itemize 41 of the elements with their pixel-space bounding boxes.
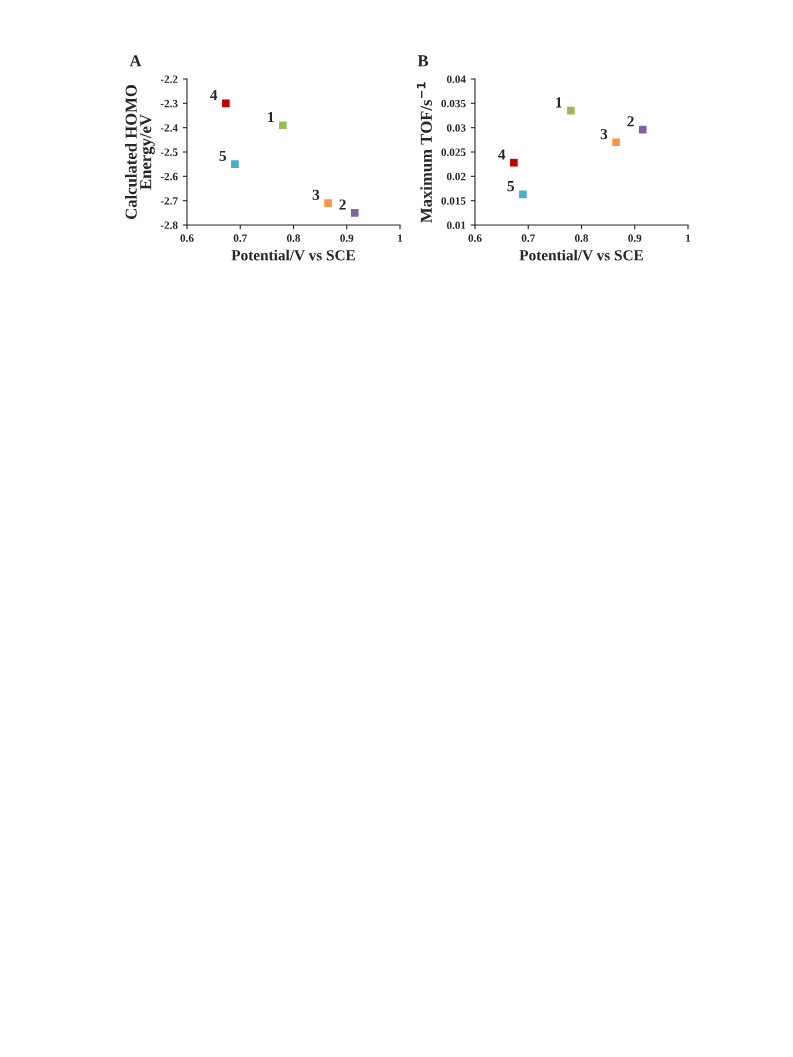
x-tick-label: 0.6 [180, 234, 194, 242]
annotation: 1 [556, 97, 562, 108]
annotation: 4 [210, 90, 218, 101]
x-tick-label: 0.9 [340, 234, 354, 242]
y-tick-label: 0.02 [446, 172, 466, 181]
y-axis-title: Maximum TOF/s$^{−1}$ [416, 82, 432, 223]
x-axis-title: Potential/V vs SCE [231, 249, 355, 261]
x-axis-title: Potential/V vs SCE [519, 249, 643, 261]
chart-title: A [129, 55, 142, 67]
x-tick-label: 0.8 [574, 234, 589, 242]
chart-title: B [417, 55, 429, 67]
annotation: 3 [600, 128, 608, 140]
annotation: 2 [627, 116, 634, 127]
annotation: 1 [268, 111, 274, 122]
y-tick-label: -2.2 [160, 75, 178, 84]
y-tick-label: -2.7 [160, 197, 178, 205]
x-tick-label: 0.8 [286, 234, 301, 242]
annotation: 2 [339, 199, 346, 210]
y-tick-label: -2.5 [160, 148, 178, 157]
x-tick-label: 0.7 [233, 234, 247, 242]
point [637, 124, 648, 135]
y-tick-label: -2.4 [160, 124, 178, 132]
y-tick-label: 0.01 [446, 221, 466, 230]
annotation: 5 [219, 150, 227, 162]
y-tick-label: 0.035 [441, 99, 466, 108]
annotation: 4 [498, 149, 506, 160]
y-tick-label: -2.3 [160, 99, 178, 108]
x-tick-label: 0.6 [468, 234, 482, 242]
y-tick-label: 0.03 [446, 124, 466, 132]
annotation: 3 [312, 189, 320, 200]
y-tick-label: 0.04 [446, 75, 466, 84]
x-tick-label: 1 [686, 234, 691, 242]
y-tick-label: 0.025 [441, 148, 466, 157]
y-tick-label: 0.015 [441, 197, 466, 205]
x-tick-label: 1 [398, 234, 403, 242]
annotation: 5 [507, 181, 515, 192]
y-axis-title: Calculated HOMO Energy/eV [125, 84, 155, 219]
x-tick-label: 0.9 [628, 234, 642, 242]
y-tick-label: -2.8 [160, 221, 178, 230]
y-tick-label: -2.6 [160, 172, 178, 181]
x-tick-label: 0.7 [521, 234, 535, 242]
